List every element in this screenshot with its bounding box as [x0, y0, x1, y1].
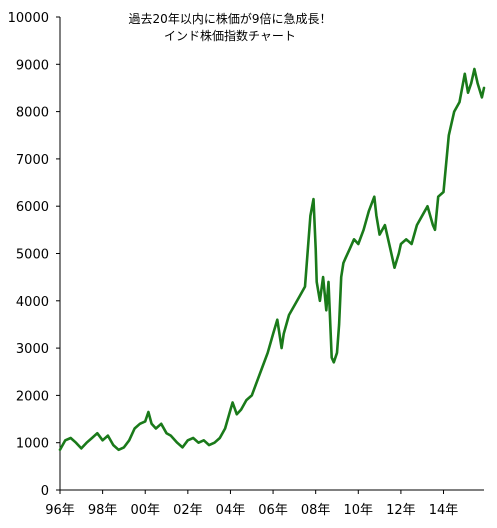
series-line: [58, 67, 486, 452]
y-tick-label: 9000: [16, 58, 49, 73]
y-tick-label: 3000: [16, 342, 49, 357]
y-tick-label: 1000: [16, 437, 49, 452]
chart-subtitle: インド株価指数チャート: [164, 28, 296, 43]
y-tick-label: 2000: [16, 389, 49, 404]
y-tick-label: 8000: [16, 106, 49, 121]
y-tick-label: 0: [41, 484, 49, 499]
y-tick-label: 4000: [16, 295, 49, 310]
x-tick-label: 14年: [429, 503, 459, 518]
x-tick-label: 06年: [258, 503, 288, 518]
x-tick-label: 96年: [45, 503, 75, 518]
axes: [59, 17, 484, 491]
x-tick-label: 10年: [344, 503, 374, 518]
y-axis-ticks: 0 1000 2000 3000 4000 5000 6000 7000 8000 9000 100…: [8, 11, 60, 499]
chart-title: 過去20年以内に株価が9倍に急成長！: [129, 11, 332, 26]
x-tick-label: 00年: [130, 503, 160, 518]
x-tick-label: 04年: [216, 503, 246, 518]
y-tick-label: 10000: [8, 11, 49, 26]
x-tick-label: 98年: [88, 503, 118, 518]
y-tick-label: 7000: [16, 153, 49, 168]
x-axis-ticks: 96年 98年 00年 02年 04年 06年 08年 10年 12年 14年: [45, 490, 458, 518]
x-tick-label: 02年: [173, 503, 203, 518]
x-tick-label: 12年: [386, 503, 416, 518]
y-tick-label: 5000: [16, 248, 49, 263]
y-tick-label: 6000: [16, 200, 49, 215]
x-tick-label: 08年: [301, 503, 331, 518]
